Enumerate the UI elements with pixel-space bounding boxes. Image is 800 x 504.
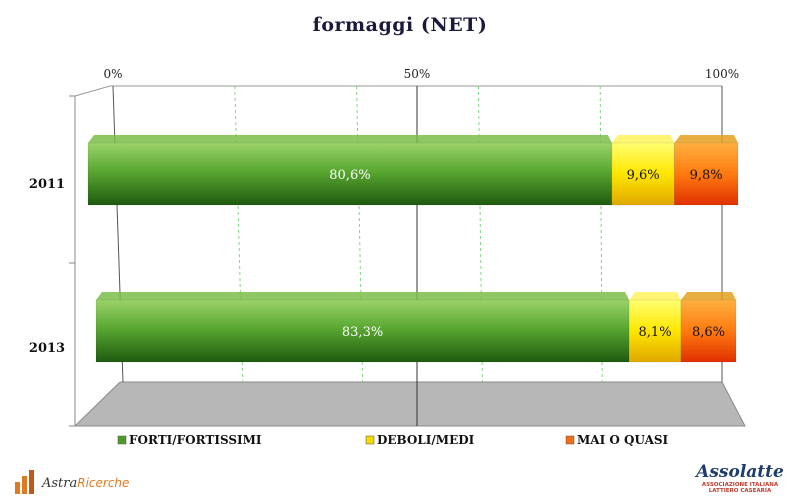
bar-top-face [629, 292, 681, 300]
bar-top-face [611, 135, 675, 143]
astra-logo-icon [15, 470, 34, 494]
chart-floor [73, 381, 746, 427]
x-tick-label: 50% [404, 67, 431, 81]
legend-label: FORTI/FORTISSIMI [129, 433, 262, 447]
legend-label: MAI O QUASI [577, 433, 669, 447]
bar-top-face [680, 292, 736, 300]
bar-segment [95, 299, 630, 363]
legend-swatch [117, 435, 127, 445]
chart-frame [69, 85, 746, 427]
astra-logo-name: Astra [42, 476, 78, 491]
assolatte-logo: Assolatte ASSOCIAZIONE ITALIANA LATTIERO… [690, 462, 790, 500]
bar-segment [674, 142, 739, 206]
ricerche-logo-name: Ricerche [77, 476, 130, 490]
assolatte-subtitle-2: LATTIERO CASEARIA [708, 488, 772, 494]
bar-segment [680, 299, 737, 363]
bar-segment [611, 142, 675, 206]
legend: FORTI/FORTISSIMI DEBOLI/MEDI MAI O QUASI [117, 433, 669, 447]
legend-label: DEBOLI/MEDI [377, 433, 475, 447]
bar-top-face [88, 135, 612, 143]
bar-top-face [674, 135, 738, 143]
bar-top-face [96, 292, 630, 300]
legend-swatch [365, 435, 375, 445]
x-axis-ticks: 0% 50% 100% [103, 67, 739, 81]
chart-title: formaggi (NET) [312, 14, 488, 36]
x-tick-label: 0% [103, 67, 122, 81]
astra-ricerche-logo: AstraRicerche [12, 468, 162, 498]
legend-swatch [565, 435, 575, 445]
data-label: 8,6% [692, 325, 725, 340]
bars: 80,6% 9,6% 9,8% 83,3% 8,1% 8,6% [87, 135, 739, 363]
y-axis-categories: 2011 2013 [29, 177, 65, 356]
category-label: 2011 [29, 177, 65, 192]
x-tick-label: 100% [705, 67, 739, 81]
assolatte-logo-name: Assolatte [696, 462, 784, 482]
data-label: 9,8% [690, 168, 723, 183]
assolatte-subtitle-1: ASSOCIAZIONE ITALIANA [701, 482, 779, 488]
bar-segment [87, 142, 613, 206]
data-label: 8,1% [639, 325, 672, 340]
data-label: 9,6% [627, 168, 660, 183]
data-label: 80,6% [329, 168, 370, 183]
category-label: 2013 [29, 341, 65, 356]
data-label: 83,3% [342, 325, 383, 340]
